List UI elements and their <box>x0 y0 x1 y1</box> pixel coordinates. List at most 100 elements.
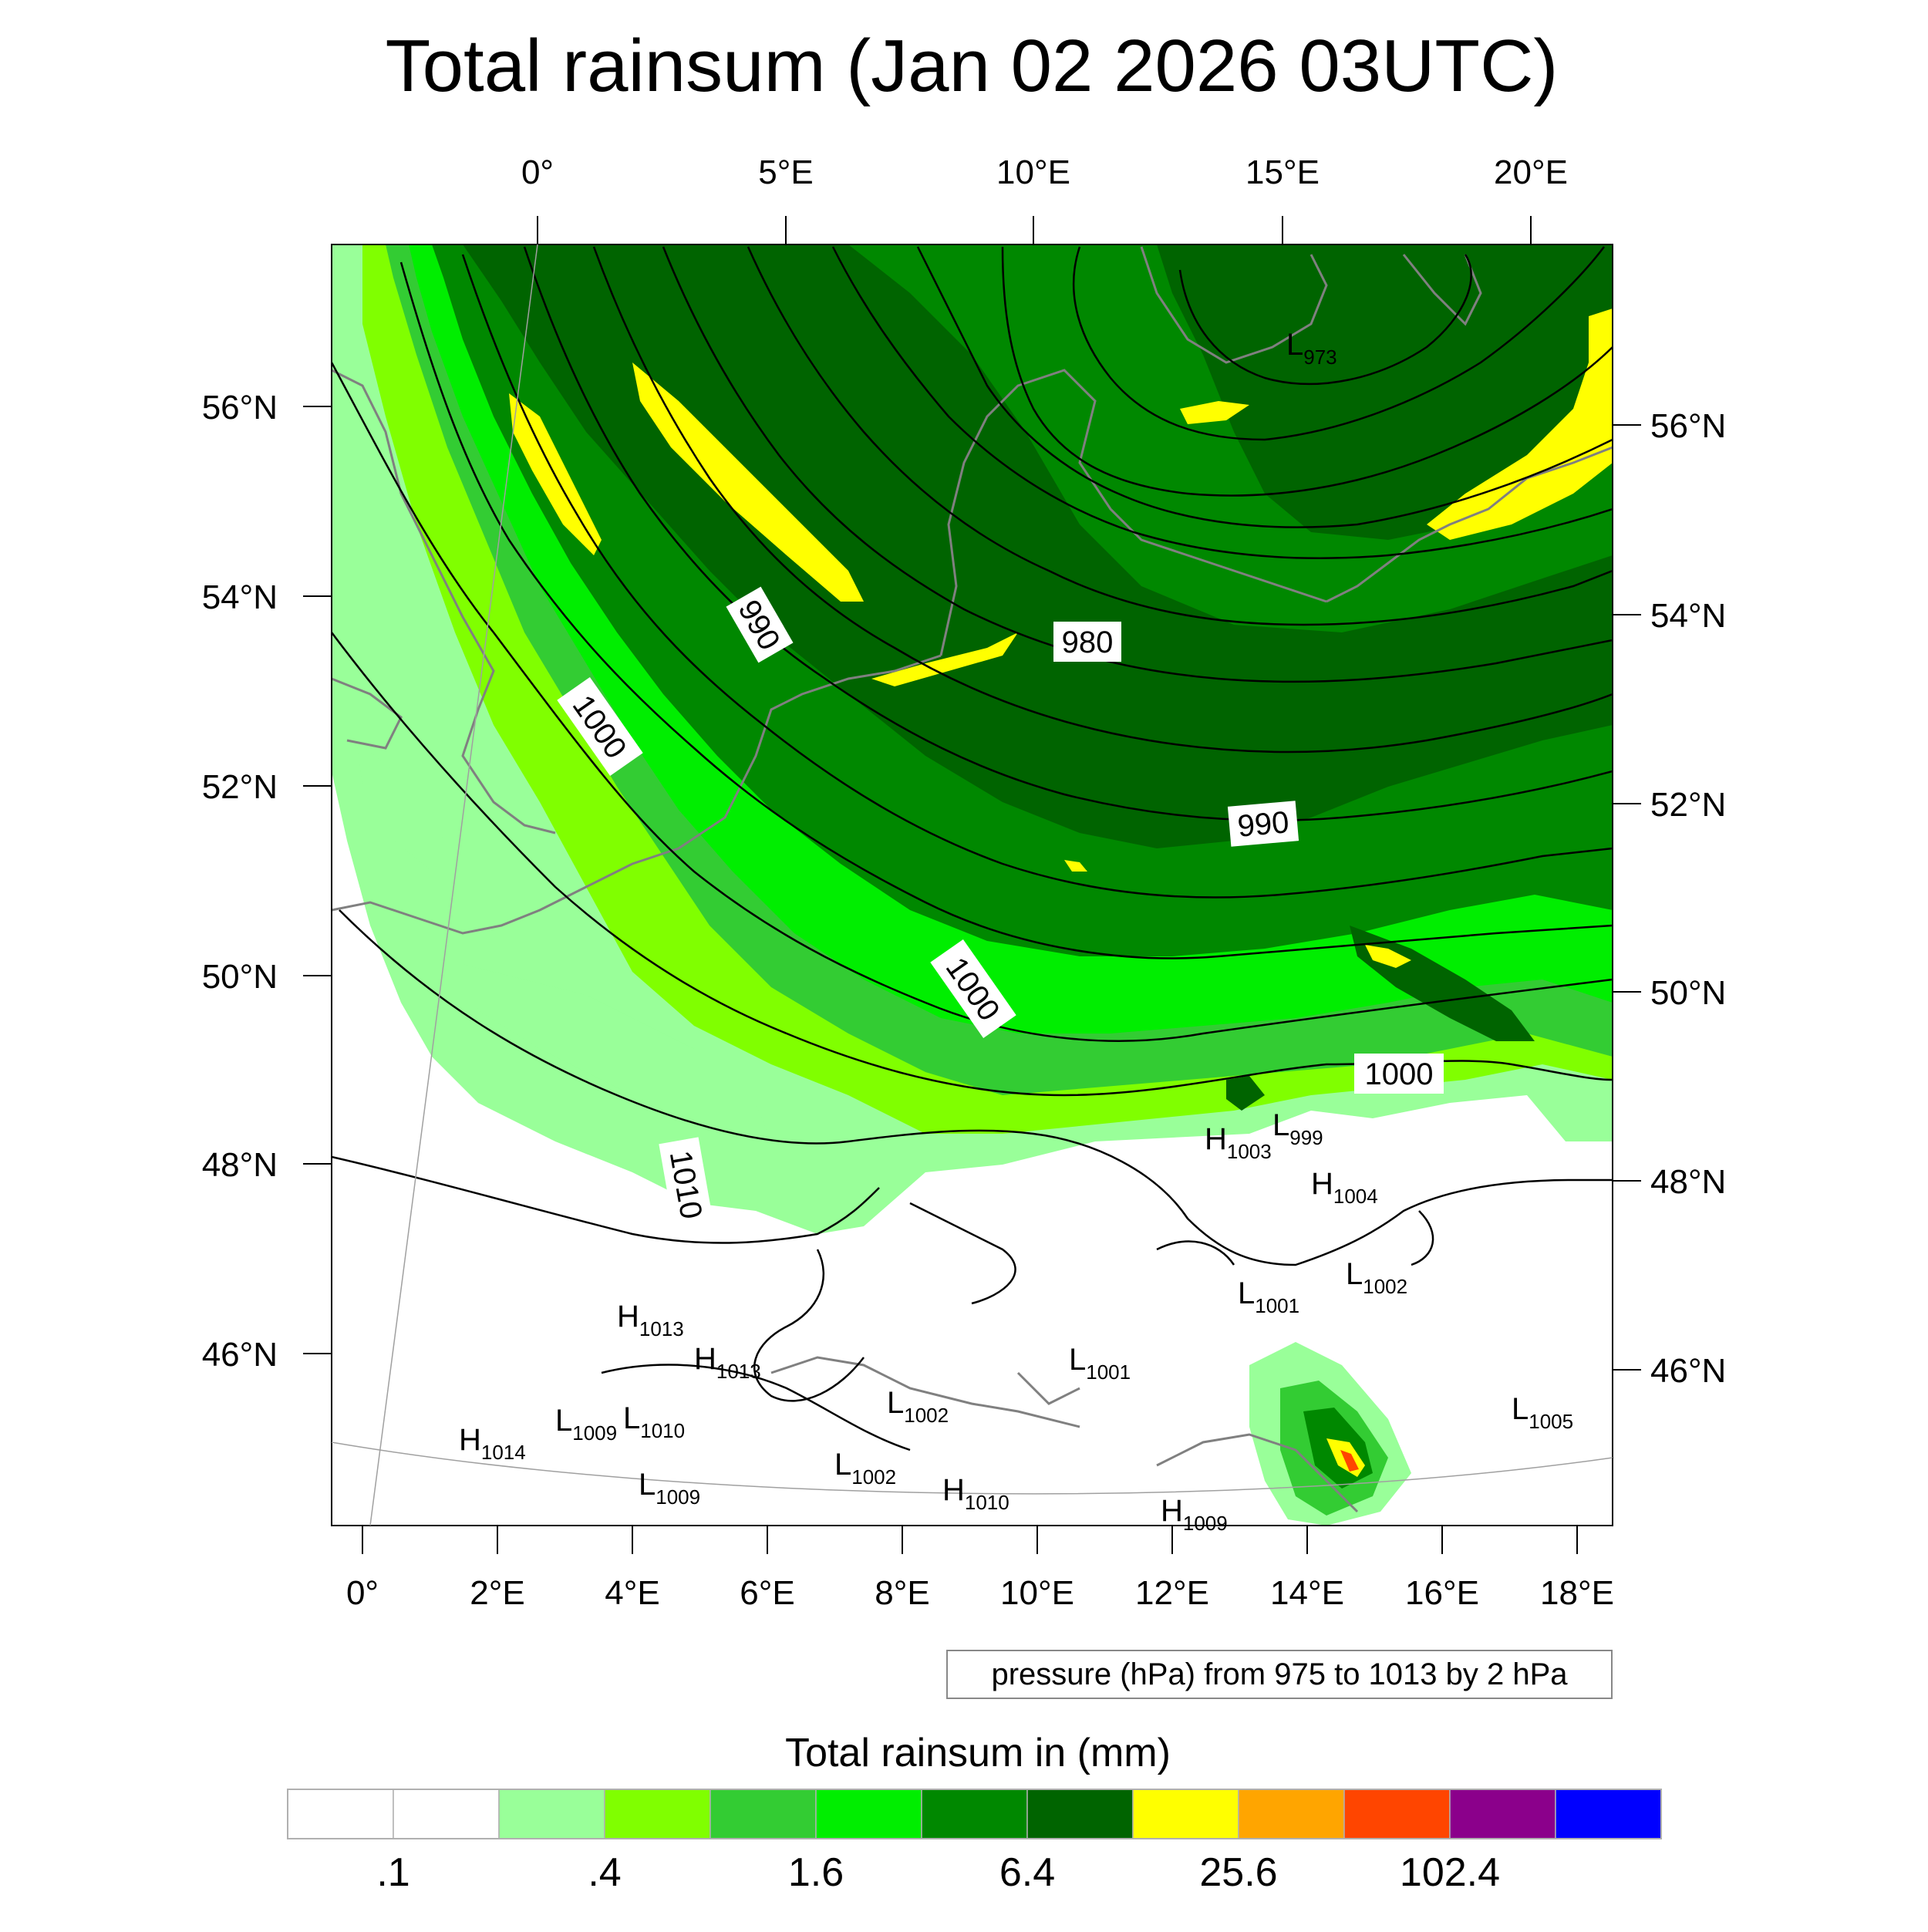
isobar-label: 1000 <box>1354 1054 1444 1094</box>
map-title: Total rainsum (Jan 02 2026 03UTC) <box>386 25 1559 107</box>
bottom-tick-label: 10°E <box>1000 1574 1074 1612</box>
left-tick-label: 52°N <box>202 768 278 806</box>
svg-text:990: 990 <box>1236 805 1290 844</box>
coastlines <box>332 246 1613 1513</box>
rain-area-yellow-7 <box>1064 860 1087 872</box>
colorbar-swatch <box>1132 1789 1239 1839</box>
bottom-tick-label: 2°E <box>470 1574 524 1612</box>
pressure-center-label: H1013 <box>694 1342 761 1383</box>
colorbar-swatch <box>498 1789 605 1839</box>
colorbar-label: 102.4 <box>1400 1850 1500 1895</box>
pressure-center-label: L999 <box>1272 1108 1323 1149</box>
top-tick-label: 15°E <box>1245 153 1320 191</box>
left-tick-label: 48°N <box>202 1146 278 1184</box>
svg-text:980: 980 <box>1062 625 1114 659</box>
right-tick-label: 52°N <box>1650 786 1726 824</box>
bottom-tick-label: 0° <box>346 1574 379 1612</box>
bottom-tick-label: 14°E <box>1270 1574 1344 1612</box>
left-tick-label: 50°N <box>202 958 278 996</box>
colorbar-swatch <box>1449 1789 1556 1839</box>
rainfall-field <box>332 244 1613 1526</box>
isobar-label: 990 <box>1227 801 1299 847</box>
right-tick-label: 46°N <box>1650 1352 1726 1390</box>
pressure-center-label: H1003 <box>1205 1122 1272 1163</box>
pressure-center-label: L1002 <box>887 1386 949 1427</box>
rain-area-yellow-6 <box>1365 945 1411 968</box>
colorbar-label: .4 <box>588 1850 621 1895</box>
pressure-center-label: L973 <box>1286 328 1337 369</box>
rain-area-small-dark <box>1226 1076 1265 1111</box>
contour-info-box: pressure (hPa) from 975 to 1013 by 2 hPa <box>946 1650 1613 1699</box>
bottom-tick-label: 12°E <box>1135 1574 1209 1612</box>
colorbar-swatches <box>287 1789 1662 1839</box>
pressure-center-label: L1001 <box>1238 1276 1299 1317</box>
colorbar-swatch <box>921 1789 1028 1839</box>
rain-area-yellow-3 <box>871 632 1018 686</box>
pressure-center-label: L1010 <box>623 1401 685 1442</box>
colorbar-labels: .1 .4 1.6 6.4 25.6 102.4 <box>376 1850 1500 1895</box>
colorbar-swatch <box>1238 1789 1345 1839</box>
pressure-center-label: H1013 <box>617 1300 684 1340</box>
rain-area-light-band <box>463 964 771 1141</box>
rain-area-yellow-5 <box>1180 401 1249 424</box>
pressure-center-label: H1009 <box>1161 1494 1228 1535</box>
pressure-center-label: L1005 <box>1512 1392 1573 1433</box>
right-tick-label: 50°N <box>1650 974 1726 1012</box>
isobar-label: 1010 <box>659 1137 714 1232</box>
pressure-center-label: H1010 <box>942 1473 1010 1514</box>
pressure-center-label: L1009 <box>555 1404 617 1445</box>
colorbar-swatch <box>1343 1789 1451 1839</box>
bottom-tick-label: 16°E <box>1405 1574 1479 1612</box>
colorbar: Total rainsum in (mm) .1 .4 1.6 6.4 25.6 102.… <box>287 1731 1662 1895</box>
left-tick-label: 46°N <box>202 1336 278 1374</box>
colorbar-title: Total rainsum in (mm) <box>785 1731 1171 1775</box>
map-panel: 990 980 1000 990 1000 1000 <box>331 244 1613 1535</box>
left-tick-label: 56°N <box>202 389 278 427</box>
svg-text:1000: 1000 <box>1365 1057 1434 1091</box>
graticule <box>331 244 1613 1526</box>
bottom-tick-label: 18°E <box>1540 1574 1614 1612</box>
isobar-label: 980 <box>1053 622 1121 662</box>
isobars <box>332 246 1613 1452</box>
top-longitude-axis: 0° 5°E 10°E 15°E 20°E <box>521 153 1568 244</box>
colorbar-label: .1 <box>376 1850 410 1895</box>
bottom-tick-label: 8°E <box>875 1574 929 1612</box>
pressure-center-label: L1002 <box>1346 1257 1407 1298</box>
colorbar-swatch <box>604 1789 711 1839</box>
isobar-labels: 990 980 1000 990 1000 1000 <box>557 586 1444 1232</box>
colorbar-swatch <box>710 1789 817 1839</box>
colorbar-swatch <box>1555 1789 1662 1839</box>
top-tick-label: 0° <box>521 153 554 191</box>
right-tick-label: 48°N <box>1650 1163 1726 1201</box>
pressure-center-label: L1001 <box>1069 1343 1131 1384</box>
left-latitude-axis: 56°N 54°N 52°N 50°N 48°N 46°N <box>202 389 332 1374</box>
rain-area-yellow-4 <box>1427 309 1613 540</box>
rain-area-yellow-2 <box>632 362 864 602</box>
colorbar-swatch <box>287 1789 394 1839</box>
colorbar-swatch <box>815 1789 922 1839</box>
rain-area-dark-north <box>1157 244 1613 540</box>
contour-info-text: pressure (hPa) from 975 to 1013 by 2 hPa <box>991 1657 1568 1691</box>
right-tick-label: 54°N <box>1650 597 1726 635</box>
colorbar-swatch <box>1026 1789 1134 1839</box>
pressure-centers: L973H1003L999H1004L1002L1001H1013H1013L1… <box>459 328 1573 1535</box>
pressure-center-label: L1009 <box>639 1468 700 1509</box>
top-tick-label: 10°E <box>996 153 1070 191</box>
colorbar-frame <box>287 1789 1662 1839</box>
right-tick-label: 56°N <box>1650 407 1726 445</box>
top-tick-label: 20°E <box>1494 153 1568 191</box>
pressure-center-label: H1014 <box>459 1423 526 1464</box>
right-latitude-axis: 56°N 54°N 52°N 50°N 48°N 46°N <box>1613 407 1726 1390</box>
map-frame <box>331 244 1613 1526</box>
pressure-center-label: H1004 <box>1311 1167 1378 1208</box>
left-tick-label: 54°N <box>202 578 278 616</box>
colorbar-label: 25.6 <box>1199 1850 1277 1895</box>
bottom-tick-label: 6°E <box>740 1574 794 1612</box>
rain-area-light-west <box>356 740 455 872</box>
bottom-tick-label: 4°E <box>605 1574 659 1612</box>
rain-area-dark <box>463 244 1613 848</box>
colorbar-swatch <box>393 1789 500 1839</box>
rain-area-south-red <box>1340 1450 1359 1472</box>
